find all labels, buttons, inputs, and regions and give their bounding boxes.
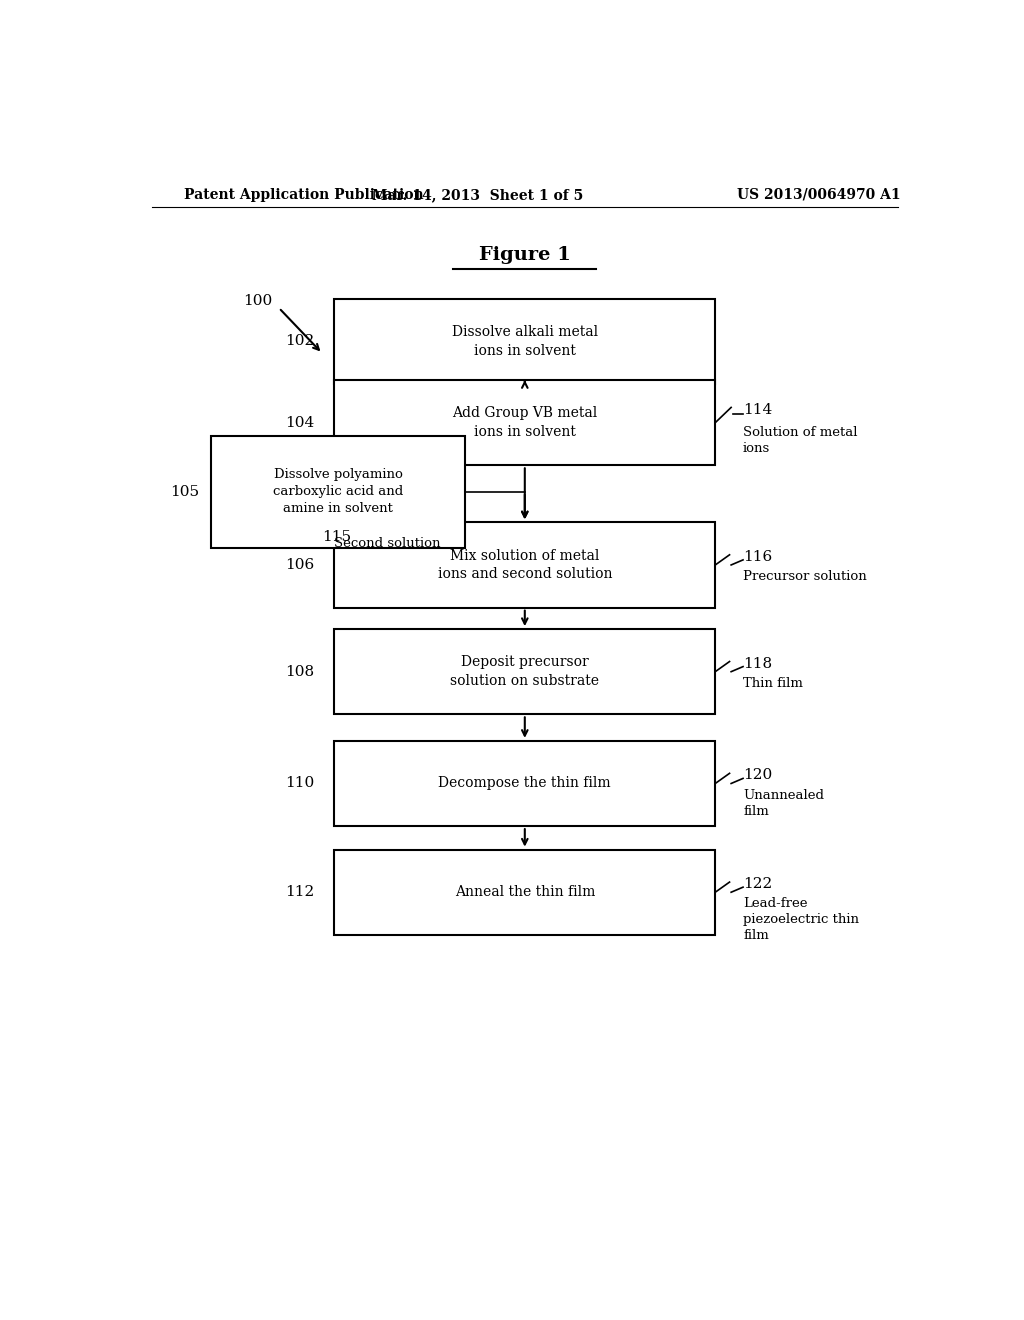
Text: 102: 102	[286, 334, 314, 348]
Text: 110: 110	[286, 776, 314, 791]
Text: 120: 120	[743, 768, 772, 783]
Text: Deposit precursor
solution on substrate: Deposit precursor solution on substrate	[451, 656, 599, 688]
Text: Patent Application Publication: Patent Application Publication	[183, 187, 423, 202]
Text: Anneal the thin film: Anneal the thin film	[455, 886, 595, 899]
Text: Dissolve alkali metal
ions in solvent: Dissolve alkali metal ions in solvent	[452, 325, 598, 358]
Bar	[334, 298, 715, 384]
Text: 108: 108	[286, 665, 314, 678]
Text: Figure 1: Figure 1	[479, 246, 570, 264]
Text: Add Group VB metal
ions in solvent: Add Group VB metal ions in solvent	[453, 407, 597, 438]
Text: 114: 114	[743, 404, 772, 417]
Text: Lead-free
piezoelectric thin
film: Lead-free piezoelectric thin film	[743, 898, 859, 942]
Bar	[334, 380, 715, 466]
Text: US 2013/0064970 A1: US 2013/0064970 A1	[736, 187, 900, 202]
Text: 122: 122	[743, 876, 772, 891]
Text: Decompose the thin film: Decompose the thin film	[438, 776, 611, 791]
Bar	[334, 850, 715, 935]
Text: Second solution: Second solution	[334, 536, 441, 549]
Text: 115: 115	[323, 529, 351, 544]
Text: Solution of metal
ions: Solution of metal ions	[743, 426, 857, 454]
Bar	[334, 630, 715, 714]
Text: 100: 100	[243, 293, 272, 308]
Text: 116: 116	[743, 550, 772, 564]
Text: Mix solution of metal
ions and second solution: Mix solution of metal ions and second so…	[437, 549, 612, 581]
Text: 104: 104	[286, 416, 314, 430]
Text: 112: 112	[286, 886, 314, 899]
Text: Unannealed
film: Unannealed film	[743, 788, 824, 817]
Text: 105: 105	[170, 484, 200, 499]
Bar	[334, 523, 715, 607]
Text: Thin film: Thin film	[743, 677, 803, 690]
Text: 106: 106	[286, 558, 314, 572]
Bar	[211, 436, 465, 548]
Text: Dissolve polyamino
carboxylic acid and
amine in solvent: Dissolve polyamino carboxylic acid and a…	[273, 469, 403, 515]
Bar	[334, 741, 715, 826]
Text: Precursor solution: Precursor solution	[743, 570, 866, 583]
Text: 118: 118	[743, 656, 772, 671]
Text: Mar. 14, 2013  Sheet 1 of 5: Mar. 14, 2013 Sheet 1 of 5	[372, 187, 583, 202]
